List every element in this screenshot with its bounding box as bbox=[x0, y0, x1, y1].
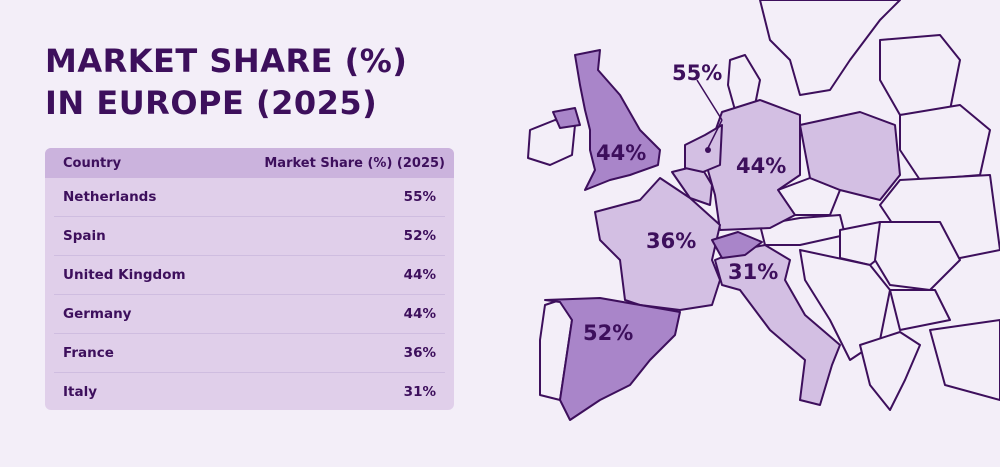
netherlands-leader-line bbox=[696, 79, 723, 121]
table-row: France 36% bbox=[54, 334, 445, 373]
country-spain bbox=[544, 297, 681, 421]
country-baltics bbox=[879, 34, 961, 116]
country-name: Italy bbox=[63, 384, 98, 400]
share-value: 31% bbox=[403, 384, 436, 400]
country-bulgaria bbox=[889, 289, 951, 331]
table-row: Italy 31% bbox=[54, 373, 445, 410]
country-greece bbox=[859, 331, 921, 411]
label-netherlands: 55% bbox=[672, 61, 722, 85]
country-italy bbox=[714, 244, 841, 406]
label-uk: 44% bbox=[596, 141, 646, 165]
share-value: 44% bbox=[403, 306, 436, 322]
label-france: 36% bbox=[646, 229, 696, 253]
label-italy: 31% bbox=[728, 260, 778, 284]
country-ireland bbox=[527, 119, 576, 166]
label-spain: 52% bbox=[583, 321, 633, 345]
share-value: 55% bbox=[403, 189, 436, 205]
country-name: France bbox=[63, 345, 114, 361]
country-france bbox=[594, 177, 721, 311]
page-title: MARKET SHARE (%) IN EUROPE (2025) bbox=[45, 40, 407, 124]
country-northern-ireland bbox=[552, 107, 581, 129]
table-row: Spain 52% bbox=[54, 217, 445, 256]
country-netherlands bbox=[684, 124, 723, 173]
title-line-1: MARKET SHARE (%) bbox=[45, 42, 408, 80]
country-scandinavia bbox=[759, 0, 901, 96]
country-name: Netherlands bbox=[63, 189, 157, 205]
country-name: Germany bbox=[63, 306, 132, 322]
share-value: 52% bbox=[403, 228, 436, 244]
table-row: Germany 44% bbox=[54, 295, 445, 334]
country-name: United Kingdom bbox=[63, 267, 186, 283]
netherlands-marker bbox=[705, 147, 711, 153]
header-country: Country bbox=[63, 155, 122, 171]
country-turkey bbox=[929, 319, 1000, 401]
share-value: 36% bbox=[403, 345, 436, 361]
market-share-table: Country Market Share (%) (2025) Netherla… bbox=[45, 148, 454, 410]
table-row: United Kingdom 44% bbox=[54, 256, 445, 295]
country-name: Spain bbox=[63, 228, 106, 244]
country-belarus bbox=[899, 104, 991, 181]
table-header: Country Market Share (%) (2025) bbox=[45, 148, 454, 178]
table-row: Netherlands 55% bbox=[54, 178, 445, 217]
country-poland bbox=[799, 111, 901, 201]
country-switzerland bbox=[711, 231, 763, 259]
header-share: Market Share (%) (2025) bbox=[264, 155, 445, 171]
label-germany: 44% bbox=[736, 154, 786, 178]
country-united-kingdom bbox=[574, 49, 661, 191]
share-value: 44% bbox=[403, 267, 436, 283]
netherlands-leader-line-2 bbox=[707, 119, 723, 149]
title-line-2: IN EUROPE (2025) bbox=[45, 84, 378, 122]
